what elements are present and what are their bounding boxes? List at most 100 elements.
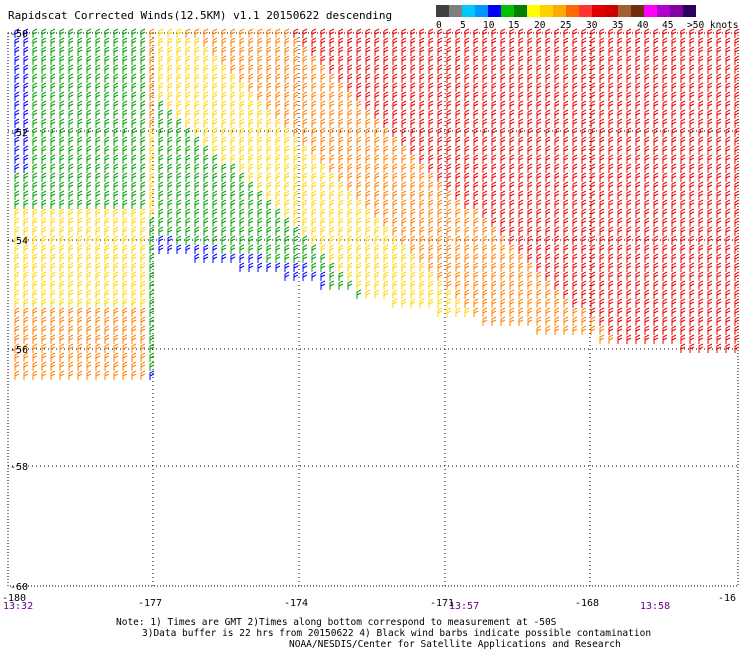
wind-barb bbox=[176, 64, 182, 74]
wind-barb bbox=[284, 64, 290, 74]
colorbar-segment bbox=[462, 5, 475, 17]
wind-barb bbox=[266, 244, 272, 254]
wind-barb bbox=[617, 325, 623, 335]
wind-barb bbox=[707, 280, 713, 290]
wind-barb bbox=[509, 172, 515, 182]
wind-barb bbox=[473, 208, 479, 218]
wind-barb bbox=[554, 37, 560, 47]
wind-barb bbox=[455, 271, 461, 281]
wind-barb bbox=[716, 226, 722, 236]
wind-barb bbox=[689, 289, 695, 299]
wind-barb bbox=[203, 244, 209, 254]
wind-barb bbox=[383, 136, 389, 146]
wind-barb bbox=[662, 253, 668, 263]
wind-barb bbox=[329, 127, 335, 137]
wind-barb bbox=[455, 244, 461, 254]
wind-barb bbox=[734, 91, 740, 101]
wind-barb bbox=[275, 163, 281, 173]
wind-barb bbox=[536, 145, 542, 155]
wind-barb bbox=[68, 370, 74, 380]
wind-barb bbox=[662, 28, 668, 38]
wind-barb bbox=[590, 325, 596, 335]
wind-barb bbox=[482, 217, 488, 227]
colorbar-segment bbox=[605, 5, 618, 17]
wind-barb bbox=[374, 145, 380, 155]
wind-barb bbox=[617, 154, 623, 164]
wind-barb bbox=[257, 199, 263, 209]
wind-barb bbox=[662, 226, 668, 236]
wind-barb bbox=[572, 316, 578, 326]
wind-barb bbox=[734, 244, 740, 254]
wind-barb bbox=[707, 271, 713, 281]
wind-barb bbox=[563, 289, 569, 299]
wind-barb bbox=[536, 46, 542, 56]
wind-barb bbox=[599, 64, 605, 74]
wind-barb bbox=[725, 64, 731, 74]
wind-barb bbox=[329, 172, 335, 182]
wind-barb bbox=[203, 91, 209, 101]
wind-barb bbox=[401, 289, 407, 299]
wind-barb bbox=[23, 334, 29, 344]
wind-barb bbox=[446, 181, 452, 191]
wind-barb bbox=[698, 145, 704, 155]
wind-barb bbox=[500, 271, 506, 281]
wind-barb bbox=[437, 271, 443, 281]
wind-barb bbox=[50, 172, 56, 182]
wind-barb bbox=[410, 127, 416, 137]
wind-barb bbox=[500, 217, 506, 227]
wind-barb bbox=[374, 64, 380, 74]
wind-barb bbox=[320, 28, 326, 38]
wind-barb bbox=[14, 361, 20, 371]
wind-barb bbox=[725, 307, 731, 317]
wind-barb bbox=[644, 334, 650, 344]
wind-barb bbox=[50, 289, 56, 299]
wind-barb bbox=[365, 253, 371, 263]
wind-barb bbox=[725, 190, 731, 200]
wind-barb bbox=[374, 172, 380, 182]
wind-barb bbox=[518, 127, 524, 137]
wind-barb bbox=[455, 172, 461, 182]
wind-barb bbox=[590, 244, 596, 254]
wind-barb bbox=[626, 28, 632, 38]
wind-barb bbox=[482, 226, 488, 236]
colorbar-label: 20 bbox=[534, 20, 546, 31]
wind-barb bbox=[662, 181, 668, 191]
wind-barb bbox=[689, 109, 695, 119]
wind-barb bbox=[23, 280, 29, 290]
wind-barb bbox=[464, 217, 470, 227]
wind-barb bbox=[572, 190, 578, 200]
wind-barb bbox=[230, 154, 236, 164]
wind-barb bbox=[14, 73, 20, 83]
wind-barb bbox=[428, 262, 434, 272]
wind-barb bbox=[482, 190, 488, 200]
wind-barb bbox=[32, 244, 38, 254]
wind-barb bbox=[59, 325, 65, 335]
wind-barb bbox=[122, 298, 128, 308]
wind-barb bbox=[689, 280, 695, 290]
wind-barb bbox=[437, 208, 443, 218]
wind-barb bbox=[680, 307, 686, 317]
wind-barb bbox=[581, 127, 587, 137]
wind-barb bbox=[626, 235, 632, 245]
wind-barb bbox=[311, 163, 317, 173]
wind-barb bbox=[320, 109, 326, 119]
wind-barb bbox=[347, 253, 353, 263]
wind-barb bbox=[329, 82, 335, 92]
wind-barb bbox=[32, 352, 38, 362]
wind-barb bbox=[590, 28, 596, 38]
wind-barb bbox=[662, 118, 668, 128]
wind-barb bbox=[617, 64, 623, 74]
wind-barb bbox=[473, 235, 479, 245]
wind-barb bbox=[23, 235, 29, 245]
wind-barb bbox=[131, 91, 137, 101]
wind-barb bbox=[149, 28, 155, 38]
wind-barb bbox=[734, 136, 740, 146]
wind-barb bbox=[113, 73, 119, 83]
wind-barb bbox=[419, 271, 425, 281]
wind-barb bbox=[473, 172, 479, 182]
wind-barb bbox=[356, 163, 362, 173]
wind-barb bbox=[140, 73, 146, 83]
wind-barb bbox=[725, 46, 731, 56]
wind-barb bbox=[320, 226, 326, 236]
wind-barb bbox=[518, 289, 524, 299]
